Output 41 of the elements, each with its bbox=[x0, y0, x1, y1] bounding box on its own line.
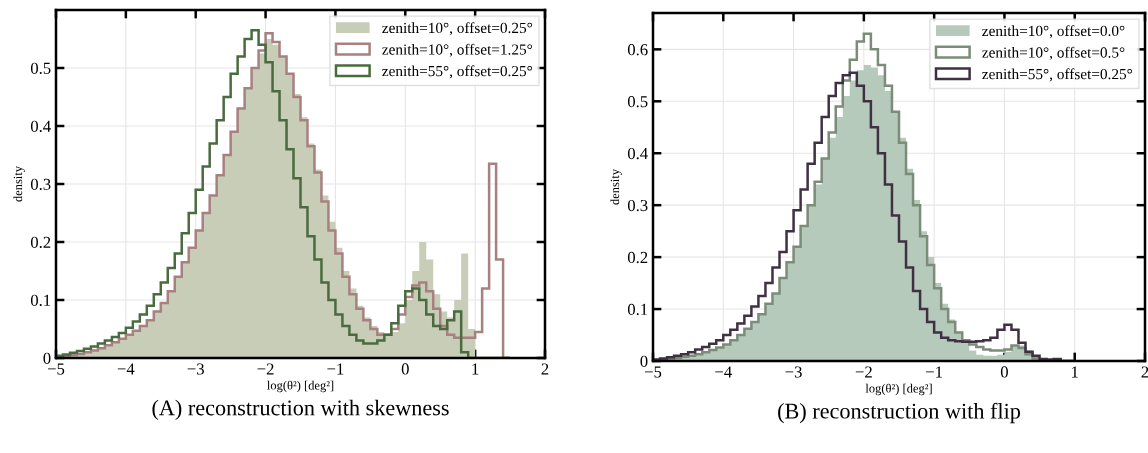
legend-label: zenith=55°, offset=0.25° bbox=[382, 65, 533, 79]
y-tick-label: 0.5 bbox=[30, 62, 51, 75]
legend-label: zenith=10°, offset=0.5° bbox=[982, 46, 1125, 60]
legend-label: zenith=10°, offset=0.0° bbox=[982, 25, 1125, 39]
y-tick-label: 0.1 bbox=[30, 294, 51, 307]
y-tick-label: 0.4 bbox=[30, 120, 51, 133]
x-axis-title: log(θ²) [deg²] bbox=[267, 380, 334, 393]
y-tick-label: 0.2 bbox=[30, 236, 51, 249]
y-tick-label: 0.5 bbox=[627, 96, 648, 108]
x-tick-label: −3 bbox=[785, 366, 802, 378]
legend-label: zenith=10°, offset=0.25° bbox=[382, 22, 533, 36]
x-tick-label: −4 bbox=[715, 366, 732, 378]
x-tick-label: −5 bbox=[47, 363, 65, 375]
y-tick-label: 0.2 bbox=[627, 251, 648, 264]
legend-label: zenith=10°, offset=1.25° bbox=[382, 43, 533, 57]
y-axis-title: density bbox=[13, 166, 25, 202]
x-tick-label: −5 bbox=[644, 366, 662, 378]
y-tick-label: 0.1 bbox=[627, 303, 648, 316]
x-tick-label: 2 bbox=[1141, 366, 1148, 378]
x-tick-label: 2 bbox=[541, 363, 549, 375]
legend-label: zenith=55°, offset=0.25° bbox=[982, 68, 1133, 82]
x-tick-label: −1 bbox=[926, 366, 943, 378]
text: (A) reconstruction with skewness bbox=[152, 399, 449, 420]
y-axis-title: density bbox=[610, 169, 622, 205]
x-tick-label: −2 bbox=[257, 363, 274, 375]
text: (B) reconstruction with flip bbox=[778, 402, 1021, 424]
x-tick-label: −3 bbox=[187, 363, 204, 375]
y-tick-label: 0 bbox=[43, 352, 51, 364]
y-tick-label: 0.3 bbox=[30, 178, 51, 191]
x-tick-label: 1 bbox=[1072, 366, 1078, 378]
x-tick-label: 1 bbox=[472, 363, 479, 375]
y-tick-label: 0.4 bbox=[627, 147, 648, 160]
y-tick-label: 0 bbox=[640, 355, 648, 367]
x-tick-label: −4 bbox=[117, 363, 135, 375]
x-axis-title: log(θ²) [deg²] bbox=[865, 383, 932, 396]
x-tick-label: 0 bbox=[1000, 366, 1008, 378]
x-tick-label: 0 bbox=[401, 363, 409, 375]
x-tick-label: −1 bbox=[327, 363, 344, 375]
y-tick-label: 0.6 bbox=[627, 44, 648, 56]
x-tick-label: −2 bbox=[855, 366, 872, 378]
y-tick-label: 0.3 bbox=[627, 199, 648, 212]
